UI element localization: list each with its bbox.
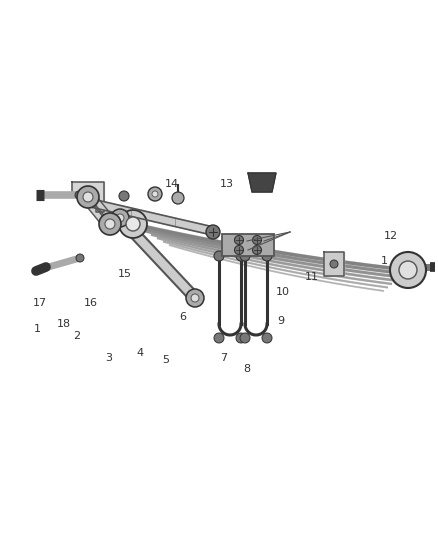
Text: 8: 8 — [243, 364, 250, 374]
Text: 18: 18 — [57, 319, 71, 329]
Polygon shape — [324, 252, 344, 276]
Circle shape — [75, 191, 83, 199]
Circle shape — [214, 251, 224, 261]
Text: 16: 16 — [84, 298, 98, 308]
Circle shape — [262, 251, 272, 261]
Circle shape — [126, 217, 140, 231]
Polygon shape — [86, 198, 218, 236]
Circle shape — [236, 333, 246, 343]
Circle shape — [234, 236, 244, 245]
Text: 15: 15 — [118, 270, 132, 279]
Circle shape — [77, 186, 99, 208]
Circle shape — [240, 333, 250, 343]
Circle shape — [330, 260, 338, 268]
Circle shape — [234, 246, 244, 254]
Text: 14: 14 — [165, 179, 179, 189]
Circle shape — [399, 261, 417, 279]
Circle shape — [105, 219, 115, 229]
Text: 1: 1 — [34, 325, 41, 334]
Circle shape — [99, 213, 121, 235]
Text: 10: 10 — [276, 287, 290, 296]
Text: 6: 6 — [180, 312, 187, 322]
Text: 11: 11 — [305, 272, 319, 282]
Circle shape — [252, 246, 261, 254]
Circle shape — [172, 192, 184, 204]
Circle shape — [206, 225, 220, 239]
Text: 4: 4 — [137, 348, 144, 358]
Text: 5: 5 — [162, 356, 169, 365]
Circle shape — [148, 187, 162, 201]
Circle shape — [214, 333, 224, 343]
Circle shape — [152, 191, 158, 197]
Text: 7: 7 — [220, 353, 227, 363]
Circle shape — [119, 191, 129, 201]
Circle shape — [240, 251, 250, 261]
Circle shape — [191, 294, 199, 302]
Circle shape — [76, 254, 84, 262]
Text: 17: 17 — [33, 298, 47, 308]
Circle shape — [390, 252, 426, 288]
FancyBboxPatch shape — [222, 234, 274, 256]
Circle shape — [83, 192, 93, 202]
Polygon shape — [79, 197, 111, 224]
Text: 3: 3 — [105, 353, 112, 363]
Circle shape — [116, 214, 124, 222]
Text: 13: 13 — [220, 179, 234, 189]
Circle shape — [111, 209, 129, 227]
Text: 9: 9 — [277, 316, 284, 326]
Polygon shape — [248, 173, 276, 192]
Text: 2: 2 — [73, 331, 80, 341]
Text: 12: 12 — [384, 231, 398, 241]
Circle shape — [262, 333, 272, 343]
Circle shape — [119, 210, 147, 238]
Polygon shape — [87, 197, 119, 224]
Circle shape — [236, 251, 246, 261]
Circle shape — [186, 289, 204, 307]
Polygon shape — [72, 182, 104, 212]
Circle shape — [252, 236, 261, 245]
Text: 1: 1 — [381, 256, 388, 266]
